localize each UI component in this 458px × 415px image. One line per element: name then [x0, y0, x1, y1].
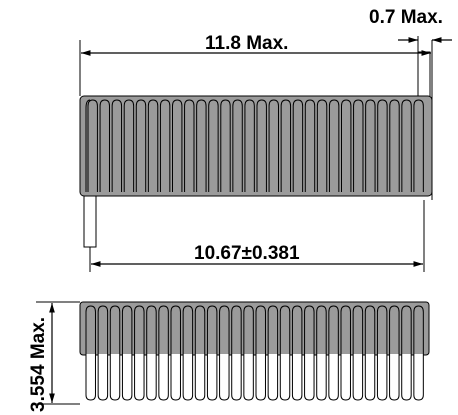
dim-coil-span: 10.67±0.381: [194, 243, 300, 264]
coil-turns-top: [85, 99, 424, 192]
coil-loop-side: [194, 354, 206, 401]
coil-turns-side: [85, 305, 424, 401]
coil-turn-side: [97, 305, 109, 354]
coil-turn-side: [134, 305, 145, 354]
coil-turn-side: [389, 305, 400, 354]
coil-loop-side: [352, 354, 364, 401]
coil-turn: [244, 99, 255, 192]
coil-loop-side: [85, 354, 96, 401]
coil-turn-side: [170, 305, 181, 354]
coil-body-side: [79, 301, 430, 356]
coil-end-wire: [85, 99, 91, 192]
coil-loop-side: [109, 354, 121, 401]
coil-loop-side: [279, 354, 291, 401]
coil-loop-side: [376, 354, 388, 401]
dim-height: 3.554 Max.: [28, 317, 49, 412]
coil-turn-side: [291, 305, 303, 354]
coil-turn: [232, 99, 243, 192]
coil-turn-side: [182, 305, 194, 354]
coil-turn: [196, 99, 207, 192]
dim-body-length: 11.8 Max.: [205, 33, 288, 54]
coil-loop-side: [389, 354, 400, 401]
coil-loop-side: [146, 354, 157, 401]
coil-loop-side: [304, 354, 315, 401]
coil-loop-side: [267, 354, 279, 401]
coil-turn-side: [231, 305, 242, 354]
coil-turn: [147, 99, 159, 192]
coil-loop-side: [243, 354, 254, 401]
coil-turn-side: [316, 305, 327, 354]
dim-lead-width: 0.7 Max.: [369, 7, 443, 28]
coil-turn-side: [121, 305, 133, 354]
coil-turn: [159, 99, 171, 192]
coil-turn: [123, 99, 135, 192]
coil-turn-side: [304, 305, 315, 354]
coil-turn: [184, 99, 195, 192]
coil-turn: [413, 99, 424, 192]
coil-turn: [377, 99, 388, 192]
coil-turn: [353, 99, 364, 192]
coil-turn-side: [352, 305, 364, 354]
coil-loop-side: [413, 354, 424, 401]
coil-turn: [172, 99, 183, 192]
coil-turn: [389, 99, 400, 192]
coil-loop-side: [206, 354, 218, 401]
coil-turn: [341, 99, 352, 192]
coil-turn: [328, 99, 340, 192]
coil-loop-side: [231, 354, 242, 401]
coil-turn-side: [243, 305, 254, 354]
coil-loop-side: [401, 354, 412, 401]
coil-loop-side: [97, 354, 109, 401]
coil-turn-side: [328, 305, 339, 354]
coil-turn: [208, 99, 219, 192]
coil-turn: [316, 99, 328, 192]
coil-turn: [87, 99, 98, 192]
coil-body-top: [79, 95, 433, 197]
coil-turn-side: [267, 305, 279, 354]
coil-loop-side: [364, 354, 376, 401]
coil-loop-side: [170, 354, 181, 401]
coil-turn: [135, 99, 147, 192]
coil-loop-side: [316, 354, 327, 401]
coil-loop-side: [340, 354, 351, 401]
coil-turn-side: [158, 305, 169, 354]
coil-turn-side: [85, 305, 96, 354]
coil-turn-side: [206, 305, 218, 354]
coil-turn-side: [109, 305, 121, 354]
coil-turn: [111, 99, 123, 192]
coil-turn-side: [340, 305, 351, 354]
coil-turn: [99, 99, 110, 192]
lead-right: [417, 51, 431, 99]
coil-loop-side: [291, 354, 303, 401]
coil-turn: [268, 99, 279, 192]
coil-turn-side: [194, 305, 206, 354]
coil-turn: [401, 99, 412, 192]
coil-loop-side: [158, 354, 169, 401]
coil-loop-side: [328, 354, 339, 401]
coil-turn: [365, 99, 376, 192]
coil-loop-side: [134, 354, 145, 401]
coil-turn-side: [413, 305, 424, 354]
coil-loop-side: [255, 354, 266, 401]
coil-turn: [256, 99, 267, 192]
coil-loop-side: [219, 354, 230, 401]
coil-loop-side: [182, 354, 194, 401]
coil-turn-side: [364, 305, 376, 354]
coil-turn-side: [279, 305, 291, 354]
coil-turn-side: [401, 305, 412, 354]
coil-turn: [280, 99, 292, 192]
side-view: 3.554 Max.: [28, 301, 430, 412]
coil-turn-side: [146, 305, 157, 354]
coil-turn: [292, 99, 304, 192]
coil-turn: [304, 99, 316, 192]
lead-left: [83, 189, 97, 248]
coil-turn-side: [376, 305, 388, 354]
coil-turn-side: [219, 305, 230, 354]
top-view: 0.7 Max. 11.8 Max. 10.67±0.381: [79, 7, 452, 272]
coil-loop-side: [121, 354, 133, 401]
coil-turn-side: [255, 305, 266, 354]
coil-turn: [220, 99, 231, 192]
